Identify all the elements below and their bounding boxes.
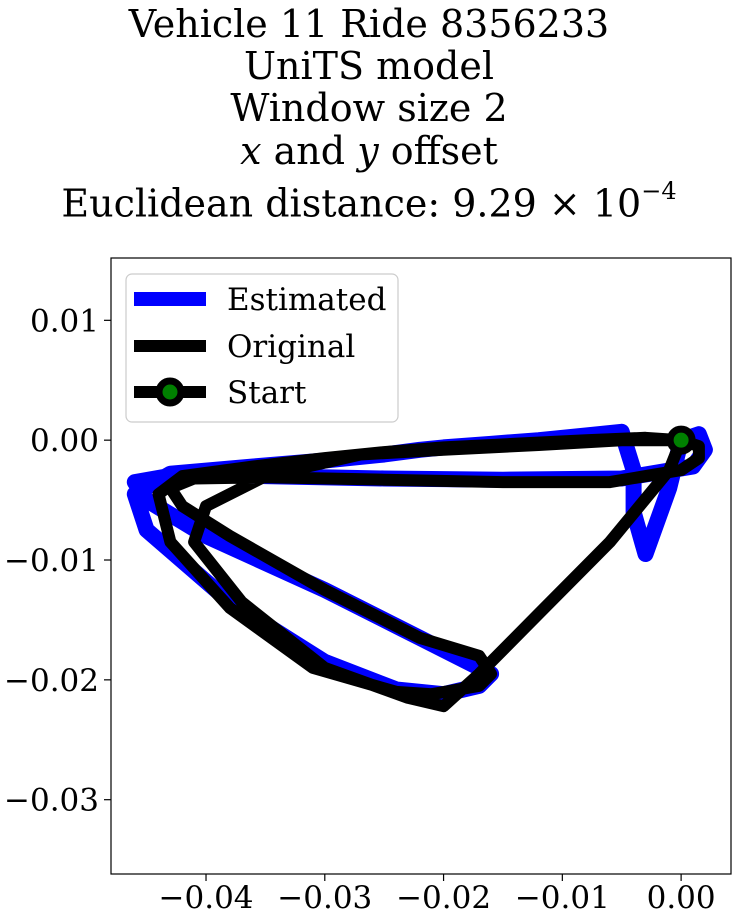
title-line-5: Euclidean distance: 9.29 × 10−4 (0, 174, 738, 225)
title-distance-exponent: −4 (641, 177, 677, 205)
series-line-original (152, 431, 705, 713)
title-and: and (261, 129, 358, 173)
legend-label-estimated: Estimated (227, 282, 386, 318)
title-line-4: x and y offset (0, 130, 738, 172)
y-tick-label: −0.01 (4, 543, 99, 579)
x-tick-label: −0.04 (159, 880, 254, 916)
start-marker (666, 425, 696, 455)
legend: Estimated Original Start (125, 273, 399, 423)
title-distance-text: Euclidean distance: 9.29 × 10 (61, 181, 642, 226)
x-tick-label: −0.02 (396, 880, 491, 916)
x-tick-label: −0.01 (515, 880, 610, 916)
y-tick-label: −0.02 (4, 663, 99, 699)
legend-label-original: Original (227, 329, 355, 365)
axes-frame (110, 257, 732, 875)
title-line-2: UniTS model (244, 44, 494, 88)
y-tick-label: 0.00 (30, 423, 99, 459)
legend-box (125, 273, 399, 423)
title-y-variable: y (357, 129, 379, 173)
title-offset: offset (378, 129, 498, 173)
legend-label-start: Start (227, 375, 307, 411)
title-line-3: Window size 2 (230, 86, 508, 130)
x-tick-label: 0.00 (647, 880, 716, 916)
x-tick-label: −0.03 (277, 880, 372, 916)
title-x-variable: x (240, 129, 262, 173)
title-line-1: Vehicle 11 Ride 8356233 (128, 2, 610, 46)
ticks-layer: −0.04 −0.03 −0.02 −0.01 0.00 0.01 0.00 −0.01 −0.… (4, 303, 716, 916)
legend-marker-start (155, 377, 185, 407)
y-tick-label: 0.01 (30, 303, 99, 339)
y-tick-label: −0.03 (4, 783, 99, 819)
series-layer (126, 423, 713, 713)
